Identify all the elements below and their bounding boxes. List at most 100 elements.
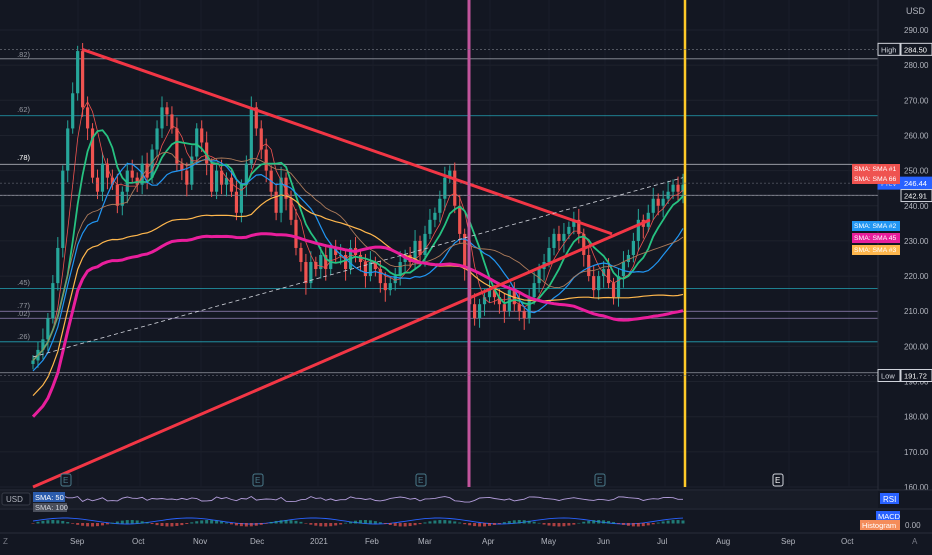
candle[interactable] [587, 246, 591, 282]
candle[interactable] [597, 270, 601, 300]
candle[interactable] [428, 208, 432, 240]
dashed-channel-line[interactable] [32, 177, 684, 358]
candle[interactable] [56, 237, 60, 291]
candle[interactable] [473, 293, 477, 326]
candle[interactable] [562, 222, 566, 253]
candle[interactable] [502, 293, 506, 323]
candle[interactable] [393, 267, 397, 291]
candle[interactable] [100, 152, 105, 202]
candle[interactable] [477, 298, 482, 328]
sma-badge-4[interactable]: SMA: SMA #3 [852, 245, 900, 255]
candle[interactable] [443, 166, 447, 211]
candle[interactable] [319, 246, 323, 279]
candle[interactable] [239, 179, 243, 223]
candle[interactable] [324, 244, 328, 281]
candle[interactable] [110, 169, 114, 190]
candle[interactable] [105, 158, 110, 190]
sma-badge-3[interactable]: SMA: SMA 45 [852, 233, 900, 243]
candle[interactable] [85, 96, 90, 141]
candle[interactable] [572, 211, 576, 235]
candle[interactable] [259, 120, 263, 160]
candle[interactable] [190, 145, 194, 190]
rsi-badge[interactable]: RSI [880, 493, 899, 504]
candle[interactable] [656, 193, 660, 216]
candle[interactable] [294, 208, 298, 256]
candle[interactable] [661, 190, 665, 218]
candle[interactable] [46, 312, 50, 351]
candle[interactable] [681, 173, 685, 204]
candle[interactable] [160, 96, 164, 138]
candle[interactable] [214, 162, 219, 200]
candle[interactable] [274, 183, 278, 221]
candle[interactable] [299, 242, 303, 272]
candle[interactable] [676, 176, 680, 202]
candle[interactable] [170, 106, 174, 134]
earnings-marker-0[interactable]: E [60, 473, 72, 487]
candle[interactable] [453, 162, 457, 214]
candle[interactable] [254, 102, 258, 136]
candle[interactable] [71, 82, 75, 134]
candle[interactable] [334, 239, 338, 263]
candle[interactable] [497, 289, 502, 314]
candle[interactable] [552, 228, 556, 256]
candle[interactable] [626, 249, 631, 268]
candle[interactable] [244, 155, 248, 197]
candle[interactable] [458, 194, 462, 244]
usd-toggle[interactable]: USD [1, 492, 31, 506]
candle[interactable] [438, 190, 442, 223]
earnings-marker-4[interactable]: E [772, 473, 784, 487]
sma-badge-1[interactable]: SMA: SMA 66 [852, 174, 900, 184]
candle[interactable] [200, 120, 204, 152]
candle[interactable] [527, 289, 531, 324]
candle[interactable] [289, 190, 293, 226]
candle[interactable] [383, 272, 387, 302]
candle[interactable] [363, 253, 368, 288]
candle[interactable] [636, 208, 640, 251]
earnings-marker-3[interactable]: E [594, 473, 606, 487]
candle[interactable] [621, 251, 626, 288]
candle[interactable] [76, 45, 80, 101]
candle[interactable] [373, 256, 377, 277]
candle[interactable] [388, 277, 392, 296]
candle[interactable] [31, 355, 35, 370]
candle[interactable] [145, 152, 149, 190]
candle[interactable] [175, 117, 179, 171]
candle[interactable] [210, 158, 214, 197]
candle[interactable] [433, 207, 437, 228]
candle[interactable] [66, 120, 70, 183]
histogram-badge[interactable]: Histogram [860, 520, 900, 530]
candle[interactable] [165, 102, 169, 126]
earnings-marker-1[interactable]: E [252, 473, 264, 487]
candle[interactable] [314, 256, 318, 277]
sma50-badge[interactable]: SMA: 50 [33, 492, 65, 502]
candle[interactable] [651, 187, 655, 221]
candle[interactable] [343, 249, 348, 281]
resistance-trendline[interactable] [81, 47, 613, 236]
candle[interactable] [666, 180, 670, 205]
candle[interactable] [398, 251, 402, 286]
candle[interactable] [155, 120, 159, 157]
candle[interactable] [95, 169, 100, 200]
candle[interactable] [81, 43, 85, 117]
candle[interactable] [120, 186, 124, 216]
candle[interactable] [224, 172, 229, 197]
sma100-badge[interactable]: SMA: 100 [33, 503, 68, 512]
candle[interactable] [522, 305, 526, 330]
candle[interactable] [557, 225, 561, 251]
candle[interactable] [180, 158, 184, 181]
candle[interactable] [463, 228, 467, 281]
candle[interactable] [602, 260, 606, 288]
candle[interactable] [264, 138, 268, 183]
candle[interactable] [616, 267, 621, 307]
candle[interactable] [90, 123, 95, 183]
earnings-marker-2[interactable]: E [415, 473, 427, 487]
candle[interactable] [51, 275, 55, 324]
candle[interactable] [309, 251, 313, 289]
sma-badge-2[interactable]: SMA: SMA #2 [852, 221, 900, 231]
macd-badge[interactable]: MACD [876, 511, 901, 521]
candle[interactable] [284, 172, 288, 211]
candle[interactable] [304, 253, 308, 295]
sma-badge-0[interactable]: SMA: SMA #1 [852, 164, 900, 174]
candle[interactable] [448, 165, 452, 183]
